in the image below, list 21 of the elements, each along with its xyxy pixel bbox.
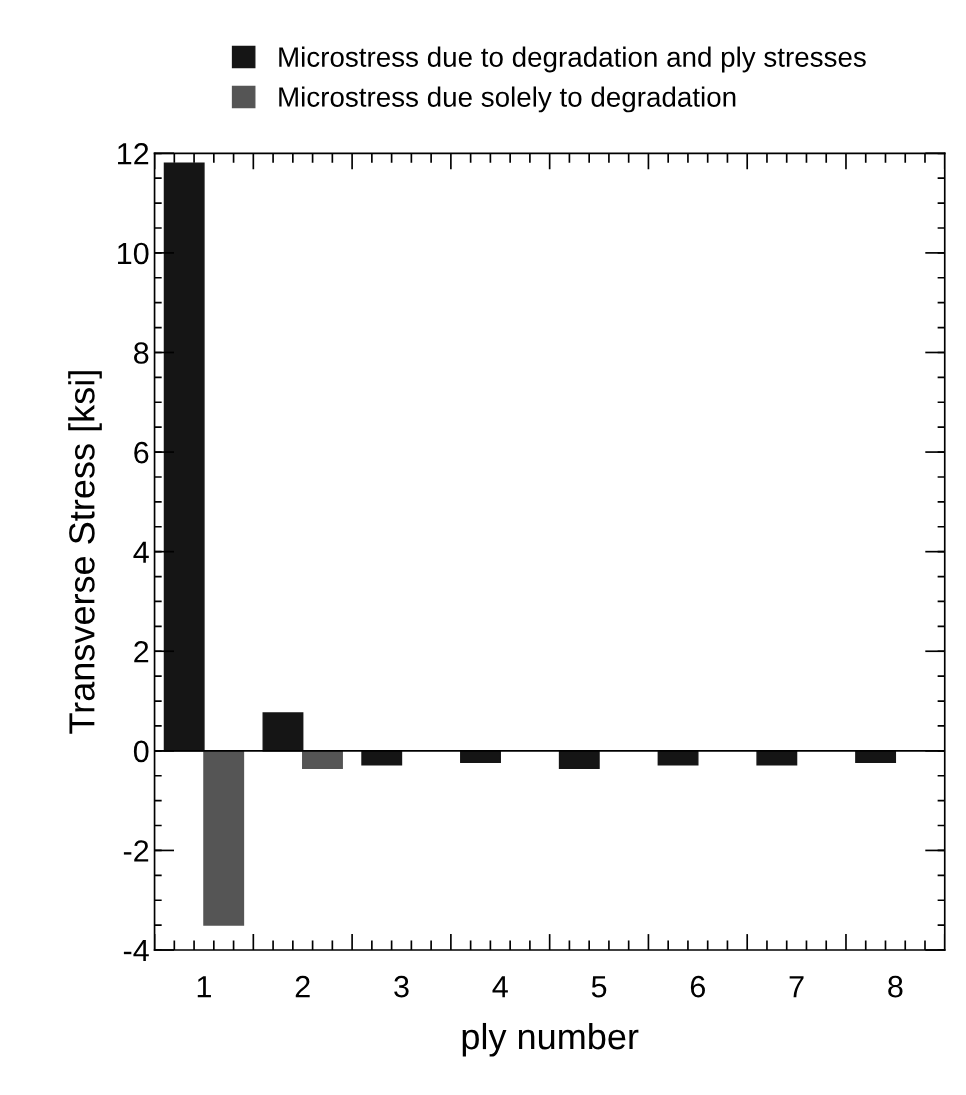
x-axis-title: ply number <box>462 1022 639 1057</box>
y-tick-label: 12 <box>118 143 149 165</box>
y-tick-label: 2 <box>134 640 149 663</box>
y-tick-label: 10 <box>118 242 149 265</box>
y-tick-label: 8 <box>134 342 149 364</box>
x-tick-label: 7 <box>789 976 804 998</box>
x-tick-label: 2 <box>295 975 310 998</box>
x-tick-label: 5 <box>591 976 607 998</box>
y-tick-label: -2 <box>123 840 149 862</box>
y-tick-label: 0 <box>133 740 149 763</box>
x-tick-label: 4 <box>492 976 508 998</box>
legend-label: Microstress due to degradation and ply stresses <box>279 46 866 73</box>
x-tick-label: 3 <box>394 975 409 998</box>
y-tick-label: -4 <box>123 940 149 962</box>
y-axis-title: Transverse Stress [ksi] <box>68 371 102 734</box>
x-tick-label: 8 <box>888 975 903 998</box>
legend-label: Microstress due solely to degradation <box>279 86 736 113</box>
y-tick-label: 6 <box>134 441 149 464</box>
x-tick-label: 1 <box>197 976 211 998</box>
y-tick-label: 4 <box>133 541 149 563</box>
x-tick-label: 6 <box>690 975 705 998</box>
